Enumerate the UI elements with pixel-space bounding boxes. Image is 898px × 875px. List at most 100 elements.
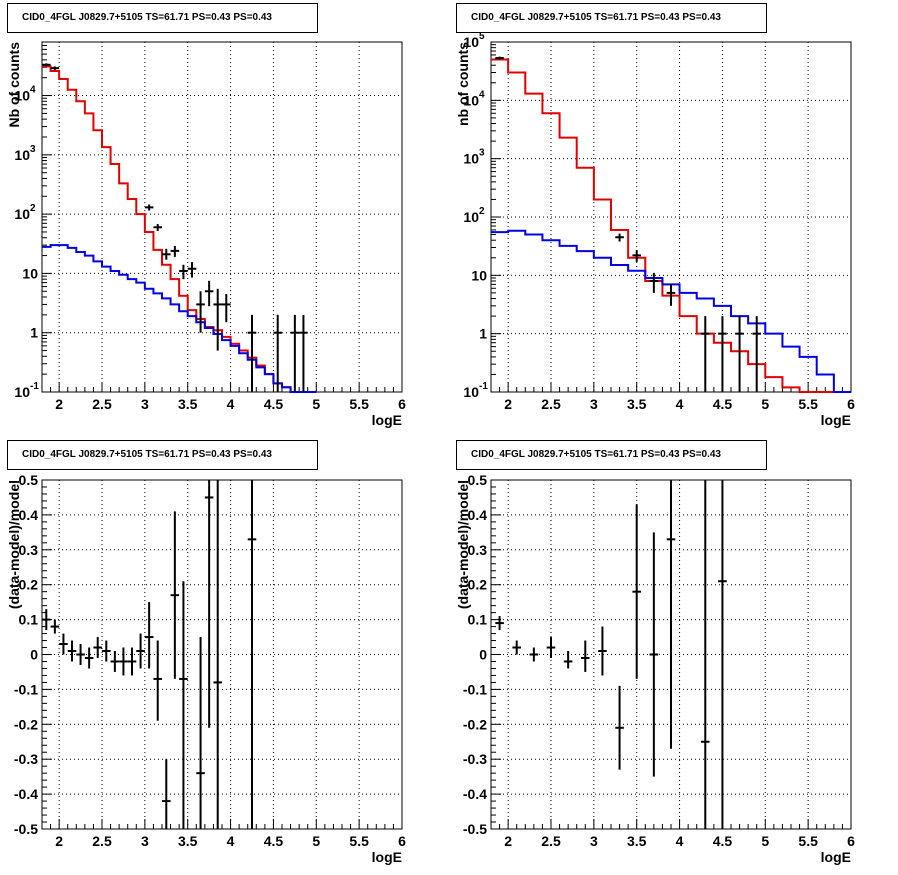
data-point (84, 647, 94, 669)
data-point (50, 619, 60, 634)
data-point (42, 609, 51, 631)
y-tick-label: -0.4 (14, 786, 38, 802)
y-axis-label: Nb of counts (6, 42, 22, 128)
x-axis-label: logE (821, 412, 851, 428)
y-tick-label-base: 10 (14, 88, 30, 104)
data-point (153, 640, 162, 721)
y-tick-label: 10 (22, 265, 38, 281)
y-tick-label: -0.3 (14, 751, 38, 767)
x-tick-label: 2 (504, 396, 512, 412)
y-tick-label: 0 (479, 647, 487, 663)
x-tick-label: 6 (398, 833, 406, 849)
data-point (563, 651, 573, 669)
x-tick-label: 3 (141, 396, 149, 412)
data-point (247, 314, 257, 392)
y-tick-label: 10 2 (463, 206, 485, 225)
y-tick-label: 0.2 (468, 577, 488, 593)
series-line (491, 58, 851, 393)
data-point (273, 314, 282, 392)
data-point (299, 314, 308, 392)
panel-title: CID0_4FGL J0829.7+5105 TS=61.71 PS=0.43 … (456, 3, 767, 33)
x-tick-label: 3 (590, 833, 598, 849)
data-point (76, 644, 85, 665)
data-point (666, 284, 676, 306)
x-tick-label: 5.5 (798, 396, 818, 412)
y-tick-label: 0.2 (19, 577, 39, 593)
y-tick-label: -0.4 (463, 786, 487, 802)
y-tick-label: 0.1 (468, 612, 488, 628)
y-tick-label-base: 10 (14, 147, 30, 163)
y-tick-label-base: 10 (463, 151, 479, 167)
data-point (42, 63, 51, 67)
y-tick-label: 0.3 (468, 542, 488, 558)
y-tick-label: -0.5 (463, 821, 487, 837)
data-point (718, 480, 727, 829)
data-point (102, 640, 111, 662)
y-tick-label: 10 4 (14, 85, 36, 104)
x-tick-label: 4.5 (264, 396, 284, 412)
y-tick-label-base: 10 (463, 34, 479, 50)
x-axis-label: logE (372, 412, 402, 428)
y-tick-label: 1 (479, 326, 487, 342)
data-point (615, 233, 624, 242)
y-tick-label: 10 (471, 267, 487, 283)
data-point (179, 264, 188, 280)
x-tick-label: 4.5 (713, 833, 733, 849)
data-point (162, 759, 171, 829)
series-line (491, 229, 851, 393)
x-tick-label: 5.5 (349, 833, 369, 849)
x-tick-label: 2.5 (92, 396, 112, 412)
series-line (42, 65, 317, 393)
series-line (42, 244, 317, 393)
data-point (144, 204, 154, 211)
y-tick-label-exp: 2 (479, 206, 485, 217)
y-tick-label-base: 10 (463, 92, 479, 108)
data-point (546, 637, 556, 658)
x-tick-label: 2 (504, 833, 512, 849)
x-tick-label: 5 (312, 396, 320, 412)
data-point (162, 248, 171, 260)
x-tick-label: 4.5 (713, 396, 733, 412)
y-tick-label: 0.1 (19, 612, 39, 628)
x-tick-label: 2.5 (92, 833, 112, 849)
data-point (153, 224, 162, 231)
data-point (136, 633, 145, 669)
data-point (213, 288, 222, 351)
y-tick-label: 1 (30, 325, 38, 341)
y-axis-label: (data-model)/model (6, 480, 22, 609)
data-point (495, 56, 504, 60)
x-tick-label: 2 (55, 833, 63, 849)
data-point (196, 291, 205, 333)
data-point (67, 640, 77, 662)
x-tick-label: 2 (55, 396, 63, 412)
data-point (701, 480, 710, 829)
y-tick-label: -0.2 (463, 716, 487, 732)
y-tick-label: -0.1 (14, 681, 38, 697)
data-point (632, 250, 641, 262)
y-tick-label-base: 10 (463, 209, 479, 225)
x-tick-label: 5 (312, 833, 320, 849)
panel-title: CID0_4FGL J0829.7+5105 TS=61.71 PS=0.43 … (456, 440, 767, 470)
data-point (170, 511, 180, 679)
y-tick-label-exp: 3 (479, 148, 485, 159)
y-tick-label: 0.3 (19, 542, 39, 558)
y-tick-label: 10 -1 (463, 381, 488, 400)
data-point (196, 637, 205, 829)
y-tick-label: 0 (30, 647, 38, 663)
data-point (59, 633, 68, 655)
x-tick-label: 5 (761, 396, 769, 412)
y-axis-label: nb of counts (455, 42, 471, 126)
y-tick-label-exp: 2 (30, 203, 36, 214)
data-point (50, 66, 60, 70)
panel-title: CID0_4FGL J0829.7+5105 TS=61.71 PS=0.43 … (7, 440, 318, 470)
x-tick-label: 3 (141, 833, 149, 849)
x-tick-label: 5.5 (798, 833, 818, 849)
y-tick-label-base: 10 (14, 206, 30, 222)
data-point (170, 246, 180, 257)
x-tick-label: 4 (227, 833, 235, 849)
x-tick-label: 6 (398, 396, 406, 412)
data-point (127, 647, 137, 676)
